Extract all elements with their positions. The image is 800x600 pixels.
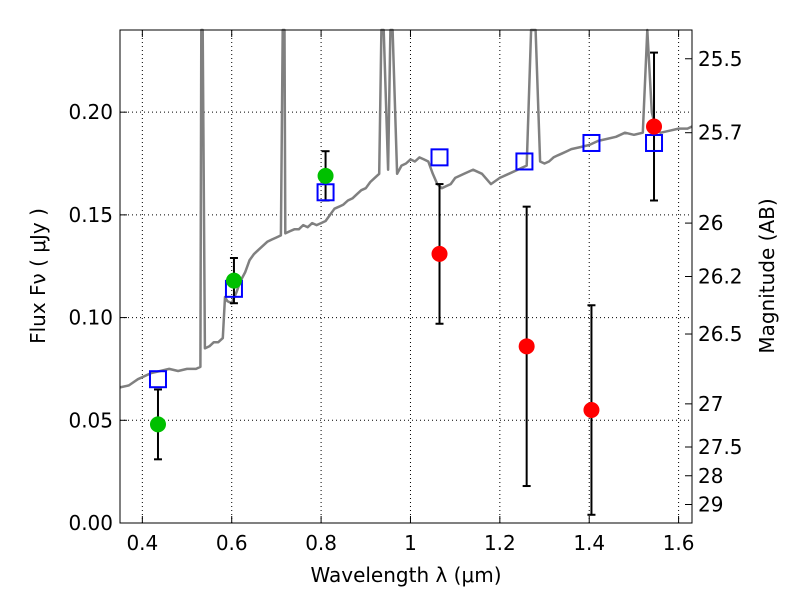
y-tick-label: 0.00 [68,511,113,535]
model-square-marker [430,148,449,167]
model-square-marker [515,152,534,171]
detection-point [149,416,166,433]
nondetection-point [646,118,663,135]
marker-layer [148,118,664,433]
x-tick-label: 0.6 [216,531,248,555]
x-tick-label: 0.4 [126,531,158,555]
x-tick-label: 0.8 [305,531,337,555]
y2-tick-label: 27 [698,392,723,416]
detection-point [225,272,242,289]
nondetection-point [431,245,448,262]
x-tick-label: 1.2 [484,531,516,555]
y2-tick-label: 26.5 [698,322,743,346]
y2-tick-label: 25.7 [698,121,743,145]
y-tick-label: 0.15 [68,203,113,227]
x-tick-label: 1.6 [663,531,695,555]
model-square-marker [316,183,335,202]
y-tick-label: 0.10 [68,306,113,330]
y2-tick-label: 26.2 [698,265,743,289]
y2-tick-label: 26 [698,211,723,235]
model-square-marker [645,133,664,152]
nondetection-point [518,338,535,355]
y-tick-label: 0.20 [68,100,113,124]
y2-tick-label: 29 [698,493,723,517]
model-square-marker [582,133,601,152]
x-axis-label: Wavelength λ (μm) [310,563,501,587]
y2-axis-label: Magnitude (AB) [755,198,779,353]
y2-tick-label: 27.5 [698,435,743,459]
x-tick-label: 1 [404,531,417,555]
y2-tick-label: 25.5 [698,47,743,71]
detection-point [317,167,334,184]
model-square-marker [148,370,167,389]
y2-tick-label: 28 [698,464,723,488]
y-tick-label: 0.05 [68,408,113,432]
x-tick-label: 1.4 [573,531,605,555]
y-axis-label: Flux Fν ( μJy ) [26,208,50,344]
nondetection-point [583,402,600,419]
tick-layer: 0.4 0.6 0.8 1 1.2 1.4 1.6 0.00 0.05 0.10 0.15 0.20 2… [68,30,743,555]
